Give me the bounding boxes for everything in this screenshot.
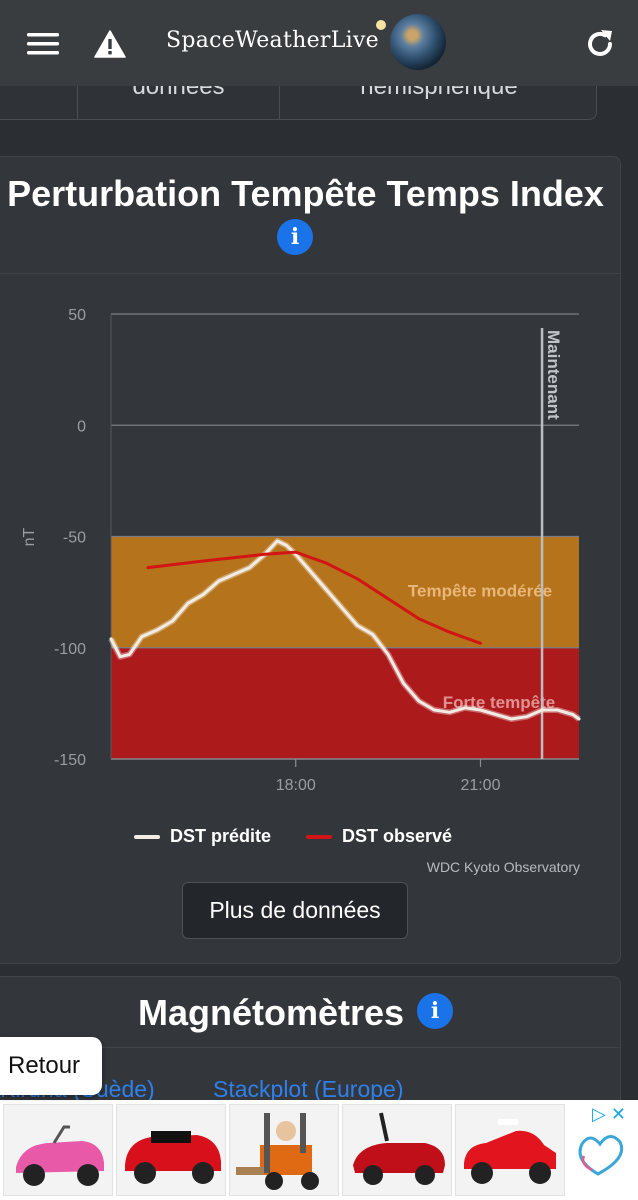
now-label: Maintenant [544,330,563,420]
legend-swatch-predicted [134,834,160,839]
y-tick-label: 0 [77,418,86,435]
magnetometers-info-icon[interactable]: i [417,993,453,1029]
x-tick-label: 21:00 [460,777,500,794]
globe-logo-icon[interactable] [390,14,446,70]
refresh-icon[interactable] [578,22,622,66]
band-label-severe: Forte tempête [443,693,555,712]
legend-item-observed[interactable]: DST observé [306,826,452,847]
storm-band-1 [111,647,579,759]
series-line-predicted[interactable] [109,539,581,721]
ad-brand-logo[interactable] [568,1104,636,1196]
link-stackplot[interactable]: Stackplot (Europe) [213,1076,404,1102]
legend-swatch-observed [306,834,332,839]
divider [0,1047,621,1048]
series-line-observed[interactable] [146,550,482,645]
brand-name[interactable]: SpaceWeatherLive [166,28,380,53]
ad-item-pink-car[interactable] [3,1104,113,1196]
legend-label-predicted: DST prédite [170,826,272,846]
storm-band-0 [111,536,579,648]
subnav-tab-hemispheric[interactable]: hémisphérique [279,86,596,119]
ad-item-bobby-car[interactable] [455,1104,565,1196]
legend-item-predicted[interactable]: DST prédite [134,826,271,847]
menu-icon[interactable] [21,22,65,66]
subnav-tab-data[interactable]: données [77,86,279,119]
sun-icon [376,20,386,30]
ad-choices-icon[interactable]: ▷ ✕ [592,1104,626,1124]
dst-chart: 50 0 -50 -100 -150 nT 18:00 21:00 Tempête modéré… [21,307,581,794]
panel-header: Perturbation Tempête Temps Index [0,157,620,274]
top-navbar: SpaceWeatherLive [0,0,638,86]
ad-banner[interactable] [0,1100,638,1200]
y-axis-label: nT [21,527,38,546]
alert-icon[interactable] [88,22,132,66]
ad-item-racer[interactable] [342,1104,452,1196]
y-tick-label: 50 [68,307,86,324]
x-tick-label: 18:00 [276,777,316,794]
magnetometers-title: Magnétomètres [138,992,405,1033]
panel-title: Perturbation Tempête Temps Index [7,173,604,214]
y-tick-label: -150 [54,752,86,769]
chart-legend: DST prédite DST observé [0,826,638,848]
ad-item-forklift[interactable] [229,1104,339,1196]
legend-label-observed: DST observé [342,826,453,846]
band-label-moderate: Tempête modérée [408,582,552,601]
more-data-button[interactable]: Plus de données [182,882,408,939]
sub-navigation: données hémisphérique [0,86,597,120]
back-button[interactable]: Retour [0,1037,102,1095]
y-tick-label: -50 [63,530,86,547]
info-icon[interactable]: i [277,219,313,255]
chart-credits[interactable]: WDC Kyoto Observatory [426,859,580,875]
ad-item-red-car[interactable] [116,1104,226,1196]
y-tick-label: -100 [54,641,86,658]
